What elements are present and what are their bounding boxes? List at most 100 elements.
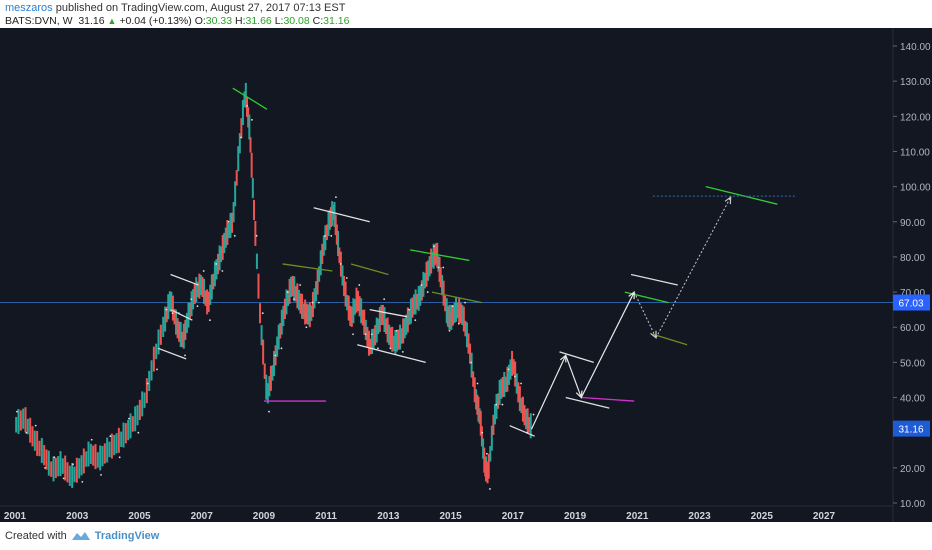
high-label: H:	[234, 15, 246, 27]
projection-mid-line	[559, 351, 594, 364]
last-price-tag: 31.16	[898, 425, 923, 436]
parabolic-sar-dot	[246, 104, 249, 107]
x-tick-label: 2009	[253, 511, 276, 522]
parabolic-sar-dot	[109, 435, 112, 438]
parabolic-sar-dot	[457, 322, 460, 325]
chart-canvas[interactable]: 140.00 130.00 120.00 110.00 100.00 90.00 80.00…	[0, 28, 932, 522]
y-tick-label: 80.00	[900, 253, 925, 264]
last-price: 31.16	[78, 15, 105, 27]
price-chart[interactable]: 140.00 130.00 120.00 110.00 100.00 90.00 80.00…	[0, 28, 932, 522]
parabolic-sar-dot	[128, 417, 130, 420]
parabolic-sar-dot	[227, 220, 230, 223]
y-tick-label: 60.00	[900, 323, 925, 334]
parabolic-sar-dot	[90, 438, 93, 441]
price-level-tag: 67.03	[898, 299, 923, 310]
close-value: 31.16	[323, 15, 350, 27]
projection-dotted-segment	[655, 196, 732, 339]
parabolic-sar-dot	[255, 234, 258, 237]
x-tick-label: 2021	[626, 511, 649, 522]
parabolic-sar-dot	[408, 308, 410, 311]
ohlc-legend: BATS:DVN, W 31.16 ▲ +0.04 (+0.13%) O:30.…	[5, 15, 349, 27]
y-tick-label: 20.00	[900, 464, 925, 475]
parabolic-sar-dot	[100, 473, 102, 476]
tradingview-logo-icon	[71, 532, 90, 540]
parabolic-sar-dot	[286, 291, 289, 293]
projection-dotted-arrowhead	[650, 330, 657, 340]
projection-dotted-arrowhead	[724, 195, 732, 205]
parabolic-sar-dot	[330, 234, 333, 237]
y-tick-label: 130.00	[900, 77, 931, 88]
parabolic-sar-dot	[34, 424, 37, 427]
x-tick-label: 2005	[128, 511, 151, 522]
support-line-2019	[581, 396, 635, 402]
last-price-tag-bg	[893, 420, 930, 437]
parabolic-sar-dot	[345, 277, 348, 279]
x-tick-label: 2011	[315, 511, 337, 522]
parabolic-sar-dot	[317, 301, 320, 304]
price-level-tag-bg	[893, 294, 930, 311]
channel-line-2006-mid	[170, 309, 193, 321]
parabolic-sar-dot	[401, 350, 404, 353]
author-link[interactable]: meszaros	[5, 2, 53, 14]
parabolic-sar-dot	[137, 431, 140, 434]
y-tick-label: 70.00	[900, 288, 925, 299]
parabolic-sar-dot	[507, 368, 510, 371]
x-tick-label: 2015	[439, 511, 462, 522]
parabolic-sar-dot	[364, 333, 367, 336]
parabolic-sar-dot	[389, 347, 392, 350]
parabolic-sar-dot	[377, 347, 379, 350]
parabolic-sar-dot	[16, 410, 18, 413]
parabolic-sar-dot	[383, 298, 386, 301]
symbol-label[interactable]: BATS:DVN, W	[5, 15, 73, 27]
x-tick-label: 2007	[191, 511, 214, 522]
price-change: +0.04 (+0.13%)	[119, 15, 192, 27]
channel-line-2006-upper	[170, 273, 199, 286]
parabolic-sar-dot	[305, 326, 308, 329]
parabolic-sar-dot	[324, 234, 326, 237]
parabolic-sar-dot	[268, 410, 270, 413]
parabolic-sar-dot	[451, 305, 454, 308]
channel-2012-upper	[369, 309, 408, 318]
projection-arrowhead	[628, 290, 635, 300]
parabolic-sar-dot	[481, 431, 484, 434]
parabolic-sar-dot	[420, 284, 423, 286]
projection-upper-white	[630, 273, 678, 286]
parabolic-sar-dot	[426, 291, 429, 293]
parabolic-sar-dot	[171, 312, 174, 315]
publish-line: meszaros published on TradingView.com, A…	[5, 2, 345, 14]
y-tick-label: 50.00	[900, 358, 925, 369]
trendline-olive-2015	[431, 291, 482, 304]
projection-arrowhead	[559, 354, 567, 363]
parabolic-sar-dot	[489, 488, 491, 490]
y-tick-label: 110.00	[900, 147, 930, 158]
parabolic-sar-dot	[72, 463, 74, 466]
parabolic-sar-dot	[437, 266, 440, 269]
parabolic-sar-dot	[520, 382, 522, 385]
parabolic-sar-dot	[299, 284, 302, 286]
target-trendline-green	[705, 185, 778, 205]
parabolic-sar-dot	[165, 308, 168, 311]
parabolic-sar-dot	[215, 263, 218, 265]
projection-dotted-segment	[633, 291, 657, 338]
parabolic-sar-dot	[240, 136, 242, 139]
low-label: L:	[274, 15, 284, 27]
chart-header: meszaros published on TradingView.com, A…	[0, 0, 932, 28]
parabolic-sar-dot	[62, 477, 65, 480]
channel-line-2006-lower	[157, 347, 187, 360]
parabolic-sar-dot	[184, 354, 186, 357]
trendline-green-2014-top	[410, 249, 470, 262]
trendline-2011-top	[313, 207, 370, 223]
published-text: published on TradingView.com, August 27,…	[55, 2, 346, 14]
x-tick-label: 2013	[377, 511, 400, 522]
trendline-2017-low	[509, 425, 535, 437]
projection-olive-57	[652, 333, 688, 346]
open-value: 30.33	[205, 15, 233, 27]
parabolic-sar-dot	[311, 301, 314, 304]
parabolic-sar-dot	[470, 361, 473, 364]
parabolic-sar-dot	[44, 466, 46, 469]
y-tick-label: 140.00	[900, 42, 931, 53]
tradingview-brand[interactable]: TradingView	[94, 530, 160, 542]
x-tick-label: 2025	[751, 511, 774, 522]
projection-arrowhead	[575, 390, 583, 399]
parabolic-sar-dot	[146, 382, 149, 385]
